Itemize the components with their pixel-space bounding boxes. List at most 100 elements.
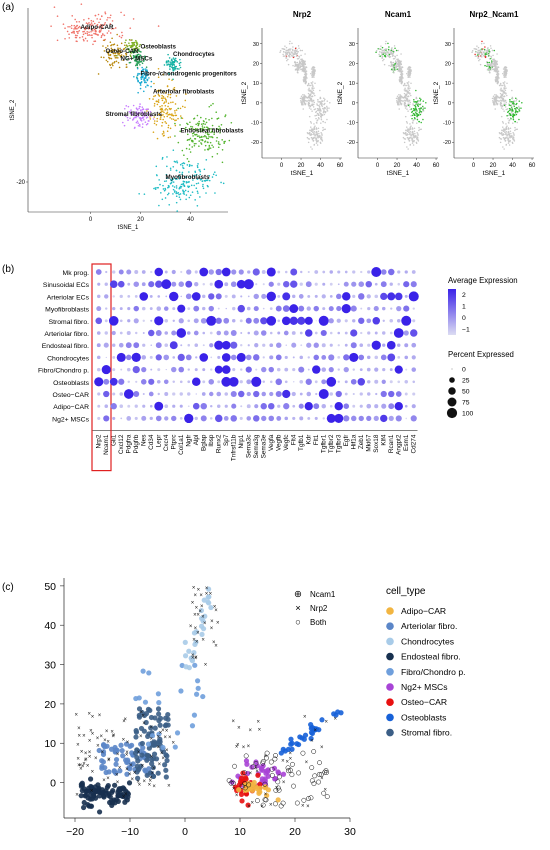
cluster-point [181, 173, 183, 176]
cluster-point [181, 171, 184, 174]
nrp2-marker: × [310, 738, 314, 744]
feature-point [492, 95, 495, 98]
cluster-point [135, 112, 138, 114]
feature-point [283, 55, 286, 57]
nrp2-marker: × [201, 614, 205, 620]
dotplot-row-label: Osteoblasts [53, 380, 89, 387]
feature-point [312, 99, 315, 102]
percent-tick-label: 0 [462, 367, 466, 374]
feature-point [500, 138, 503, 140]
cluster-point [137, 91, 139, 94]
feature-point [300, 95, 303, 98]
dotplot-dot [230, 330, 237, 336]
percent-legend-dot [448, 387, 456, 395]
dotplot-dot [394, 365, 403, 374]
feature-point [319, 97, 322, 99]
feature-point [408, 70, 410, 72]
cluster-point [94, 14, 97, 17]
feature-point [416, 117, 419, 119]
cluster-point [157, 113, 160, 116]
feature-point [391, 55, 394, 57]
feature-point [503, 76, 505, 78]
dotplot-dot [155, 342, 162, 349]
feature-point [380, 54, 383, 56]
feature-point [484, 64, 486, 67]
cluster-point [221, 148, 224, 151]
cluster-point [169, 127, 172, 130]
feature-point [424, 107, 426, 109]
dotplot-dot [374, 367, 379, 372]
dotplot-gene-label: Tnfrsf11b [231, 434, 238, 461]
feature-point [499, 82, 502, 85]
dotplot-dot [215, 414, 223, 423]
feature-point [412, 136, 415, 138]
dotplot-dot [359, 343, 364, 347]
dotplot-dot [252, 415, 260, 422]
feature-point [499, 89, 502, 91]
feature-point [382, 59, 384, 62]
dotplot-dot [232, 306, 236, 311]
cluster-point [145, 70, 147, 72]
cluster-point [163, 101, 166, 103]
dotplot-dot [395, 415, 402, 422]
feature-point [317, 101, 319, 103]
cluster-point [158, 204, 160, 207]
cell-point [182, 639, 188, 645]
dotplot-dot [202, 306, 206, 311]
cluster-point [208, 105, 211, 108]
cluster-point [129, 61, 132, 64]
feature-point [417, 100, 420, 103]
dotplot-dot [194, 270, 198, 274]
feature-point [488, 69, 491, 72]
feature-point [419, 113, 422, 116]
dotplot-dot [141, 415, 147, 421]
y-tick-label: 30 [445, 42, 451, 48]
feature-point [317, 130, 320, 132]
cluster-point [143, 77, 146, 80]
dotplot-dot [155, 354, 162, 361]
dotplot-dot [262, 283, 265, 286]
cluster-point [160, 114, 163, 117]
feature-point [296, 61, 299, 64]
cluster-point [172, 57, 175, 59]
dotplot-dot [306, 391, 311, 397]
percent-legend-dot [446, 407, 458, 419]
cluster-point [93, 40, 95, 43]
feature-point [416, 122, 418, 124]
dotplot-dot [277, 294, 281, 298]
feature-point [310, 104, 313, 106]
cluster-point [189, 176, 192, 178]
feature-point [308, 132, 311, 135]
cluster-point [108, 57, 111, 60]
panel-label-b: (b) [2, 264, 14, 275]
cluster-point [141, 70, 143, 73]
dotplot-dot [374, 331, 378, 335]
cluster-point [139, 64, 141, 66]
feature-point [493, 59, 495, 61]
cluster-point [174, 124, 177, 127]
cluster-point [159, 118, 162, 120]
feature-point [290, 48, 292, 50]
cluster-point [193, 174, 196, 177]
cluster-point [147, 111, 149, 114]
cell-point [155, 706, 162, 712]
cluster-point [129, 112, 132, 115]
cluster-point [153, 116, 156, 118]
feature-point [313, 108, 316, 111]
feature-point [405, 98, 408, 101]
nrp2-marker: × [301, 803, 305, 809]
cluster-point [209, 141, 212, 144]
cluster-point [53, 6, 56, 8]
cell-type-legend-swatch [386, 622, 394, 630]
cluster-point [171, 113, 173, 115]
cluster-point [178, 177, 181, 180]
cluster-point [185, 194, 188, 196]
feature-point [503, 74, 505, 76]
cluster-label: Endosteal fibroblasts [181, 128, 244, 135]
cluster-point [136, 66, 139, 69]
feature-point [407, 71, 409, 74]
feature-point [320, 102, 322, 105]
feature-point [313, 128, 316, 130]
cluster-point [211, 155, 214, 158]
both-marker [300, 750, 306, 756]
